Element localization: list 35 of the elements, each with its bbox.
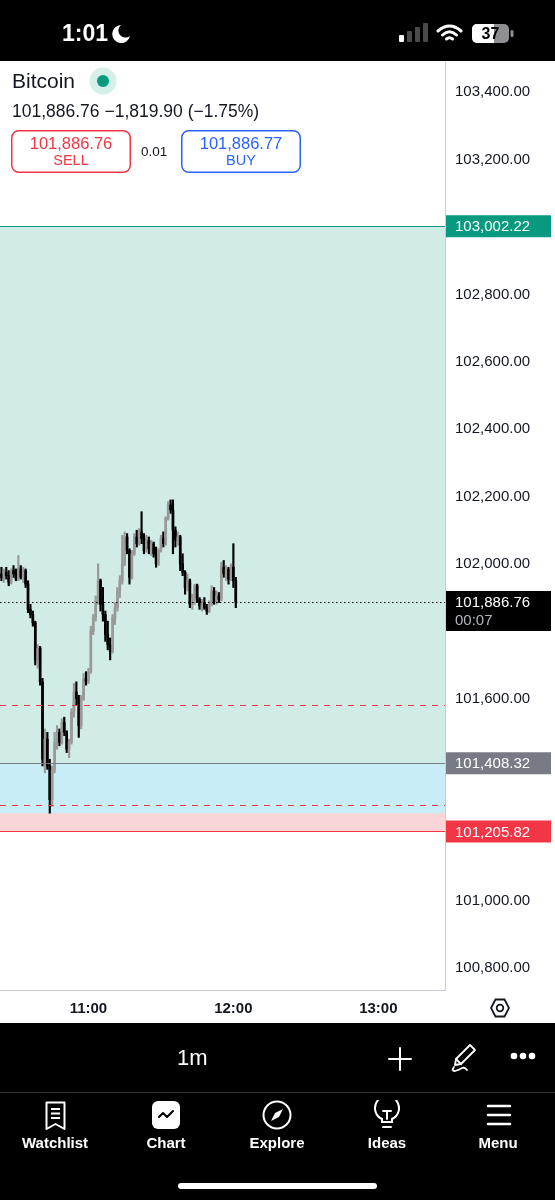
text: Chart (146, 1134, 186, 1151)
text: Menu (478, 1134, 518, 1151)
text: 1:01 (62, 20, 109, 47)
ref-line-label: 103,002.22 (455, 217, 531, 235)
y-tick-label: 103,400.00 (455, 82, 531, 100)
text: 1m (177, 1045, 208, 1071)
y-tick-label: 102,400.00 (455, 419, 531, 437)
annotation: SELL (52, 152, 90, 168)
annotation: 101,886.76 (28, 134, 114, 153)
annotation: 0.01 (141, 144, 168, 159)
text: Watchlist (21, 1134, 89, 1151)
x-tick-label: 13:00 (359, 999, 398, 1017)
y-tick-label: 102,200.00 (455, 486, 531, 504)
ref-line-label: 101,205.82 (455, 822, 531, 840)
chart-title: Bitcoin (12, 69, 76, 93)
x-tick-label: 12:00 (214, 999, 253, 1017)
x-tick-label: 11:00 (69, 999, 108, 1017)
candlestick (36, 644, 40, 669)
candlestick (12, 565, 15, 578)
annotation: BUY (225, 152, 257, 168)
y-tick-label: 101,000.00 (455, 890, 531, 908)
y-tick-label: 102,000.00 (455, 554, 531, 572)
ref-line-label: 101,408.32 (455, 754, 531, 772)
y-tick-label: 102,600.00 (455, 351, 531, 369)
ref-line-label: 101,886.76 00:07 (455, 593, 531, 629)
candlestick (58, 728, 61, 747)
y-tick-label: 102,800.00 (455, 284, 531, 302)
text: Explore (249, 1134, 305, 1151)
text: 101,886.76 −1,819.90 (−1.75%) (12, 101, 260, 122)
annotation: 101,886.77 (198, 134, 284, 153)
text: Ideas (367, 1134, 407, 1151)
y-tick-label: 100,800.00 (455, 958, 531, 976)
candlestick (186, 573, 189, 592)
y-tick-label: 101,600.00 (455, 688, 531, 706)
y-tick-label: 103,200.00 (455, 149, 531, 167)
